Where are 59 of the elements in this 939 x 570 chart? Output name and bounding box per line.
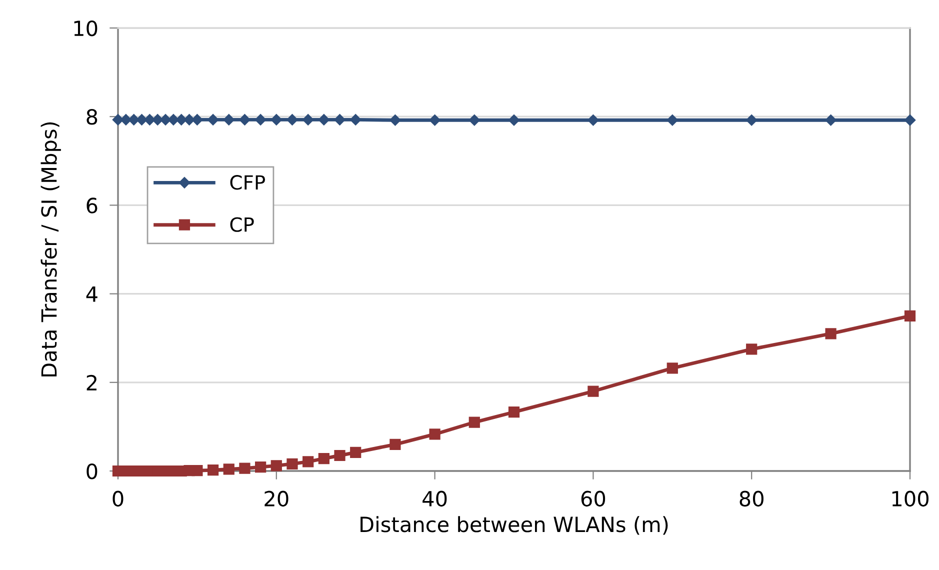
x-tick-label: 100 [892, 490, 928, 507]
y-tick-label: 0 [86, 463, 98, 480]
point [429, 114, 440, 126]
point [825, 328, 836, 340]
point [588, 386, 599, 397]
point [334, 450, 346, 462]
point [746, 114, 758, 126]
point [255, 461, 266, 473]
point [192, 114, 203, 126]
x-axis-title: Distance between WLANs (m) [360, 516, 668, 535]
point [318, 114, 330, 126]
point [468, 114, 480, 126]
point [270, 460, 282, 472]
y-tick-label: 6 [86, 198, 98, 214]
point [904, 114, 916, 126]
point [176, 114, 187, 126]
point [350, 114, 362, 126]
point [390, 114, 401, 126]
point [144, 114, 156, 126]
point [429, 428, 440, 440]
point [334, 114, 346, 126]
x-tick-label: 60 [581, 490, 606, 507]
point [302, 456, 314, 468]
point [239, 462, 250, 474]
point [207, 114, 219, 126]
point [508, 406, 520, 418]
point [666, 114, 678, 126]
point [128, 114, 140, 126]
y-tick-label: 4 [86, 286, 98, 302]
point [286, 458, 298, 470]
point [318, 453, 330, 464]
point [207, 464, 219, 476]
point [286, 114, 298, 126]
point [904, 310, 916, 322]
point [254, 114, 266, 126]
point [302, 114, 314, 126]
point [239, 114, 250, 126]
point [508, 114, 520, 126]
point [223, 114, 234, 126]
y-tick-label: 10 [74, 20, 98, 36]
point [192, 465, 203, 476]
point [746, 344, 758, 355]
x-tick-label: 40 [422, 490, 447, 507]
point [468, 416, 480, 428]
point [666, 362, 678, 374]
point [390, 438, 401, 450]
point [270, 114, 282, 126]
y-axis-title: Data Transfer / SI (Mbps) [40, 122, 61, 376]
x-tick-label: 0 [112, 490, 124, 507]
y-tick-label: 2 [86, 374, 96, 390]
x-tick-label: 20 [264, 490, 288, 507]
point [350, 446, 362, 458]
point [223, 464, 234, 475]
x-tick-label: 80 [740, 490, 764, 507]
point [588, 114, 599, 126]
y-tick-label: 8 [86, 109, 98, 125]
point [825, 114, 836, 126]
legend-label: CP [230, 217, 254, 232]
legend-label: CFP [230, 175, 266, 190]
